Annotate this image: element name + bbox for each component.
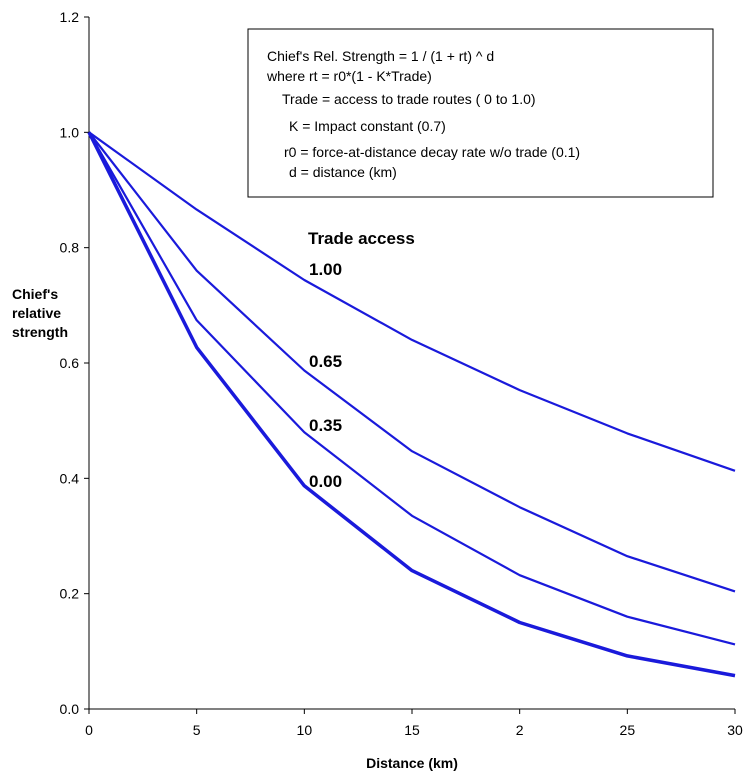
- y-axis-title-line-3: strength: [12, 324, 68, 340]
- y-tick-label: 0.0: [60, 701, 80, 717]
- x-tick-label: 30: [727, 722, 743, 738]
- series-label-0-65: 0.65: [309, 352, 342, 371]
- x-tick-label: 5: [193, 722, 201, 738]
- series-line-1-00: [88, 131, 736, 472]
- x-tick-label: 10: [297, 722, 313, 738]
- y-axis-title-line-1: Chief's: [12, 286, 58, 302]
- y-tick-label: 1.0: [60, 124, 80, 140]
- series-line-0-35: [88, 131, 736, 646]
- series-label-0-35: 0.35: [309, 416, 342, 435]
- x-tick-label: 2: [516, 722, 524, 738]
- x-tick-label: 25: [620, 722, 636, 738]
- formula-line-1: Chief's Rel. Strength = 1 / (1 + rt) ^ d: [267, 48, 494, 64]
- series-line-0-00: [87, 131, 736, 678]
- series-line-0-65: [88, 131, 736, 593]
- formula-line-6: d = distance (km): [289, 164, 397, 180]
- y-tick-group: 0.0 0.2 0.4 0.6 0.8 1.0 1.2: [60, 9, 89, 717]
- series-label-0-00: 0.00: [309, 472, 342, 491]
- formula-line-2: where rt = r0*(1 - K*Trade): [266, 68, 432, 84]
- x-tick-label: 0: [85, 722, 93, 738]
- formula-line-4: K = Impact constant (0.7): [289, 118, 446, 134]
- y-tick-label: 0.8: [60, 240, 80, 256]
- y-tick-label: 1.2: [60, 9, 80, 25]
- formula-line-5: r0 = force-at-distance decay rate w/o tr…: [284, 144, 580, 160]
- y-tick-label: 0.4: [60, 470, 80, 486]
- x-tick-label: 15: [404, 722, 420, 738]
- y-tick-label: 0.6: [60, 355, 80, 371]
- trade-access-title: Trade access: [308, 229, 415, 248]
- formula-box: [247, 28, 714, 198]
- formula-line-3: Trade = access to trade routes ( 0 to 1.…: [282, 91, 536, 107]
- x-axis-title: Distance (km): [366, 755, 458, 771]
- y-axis-title-line-2: relative: [12, 305, 61, 321]
- x-tick-group: 0 5 10 15 2 25 30: [85, 709, 743, 738]
- y-tick-label: 0.2: [60, 586, 80, 602]
- series-lines: [87, 131, 736, 678]
- series-label-1-00: 1.00: [309, 260, 342, 279]
